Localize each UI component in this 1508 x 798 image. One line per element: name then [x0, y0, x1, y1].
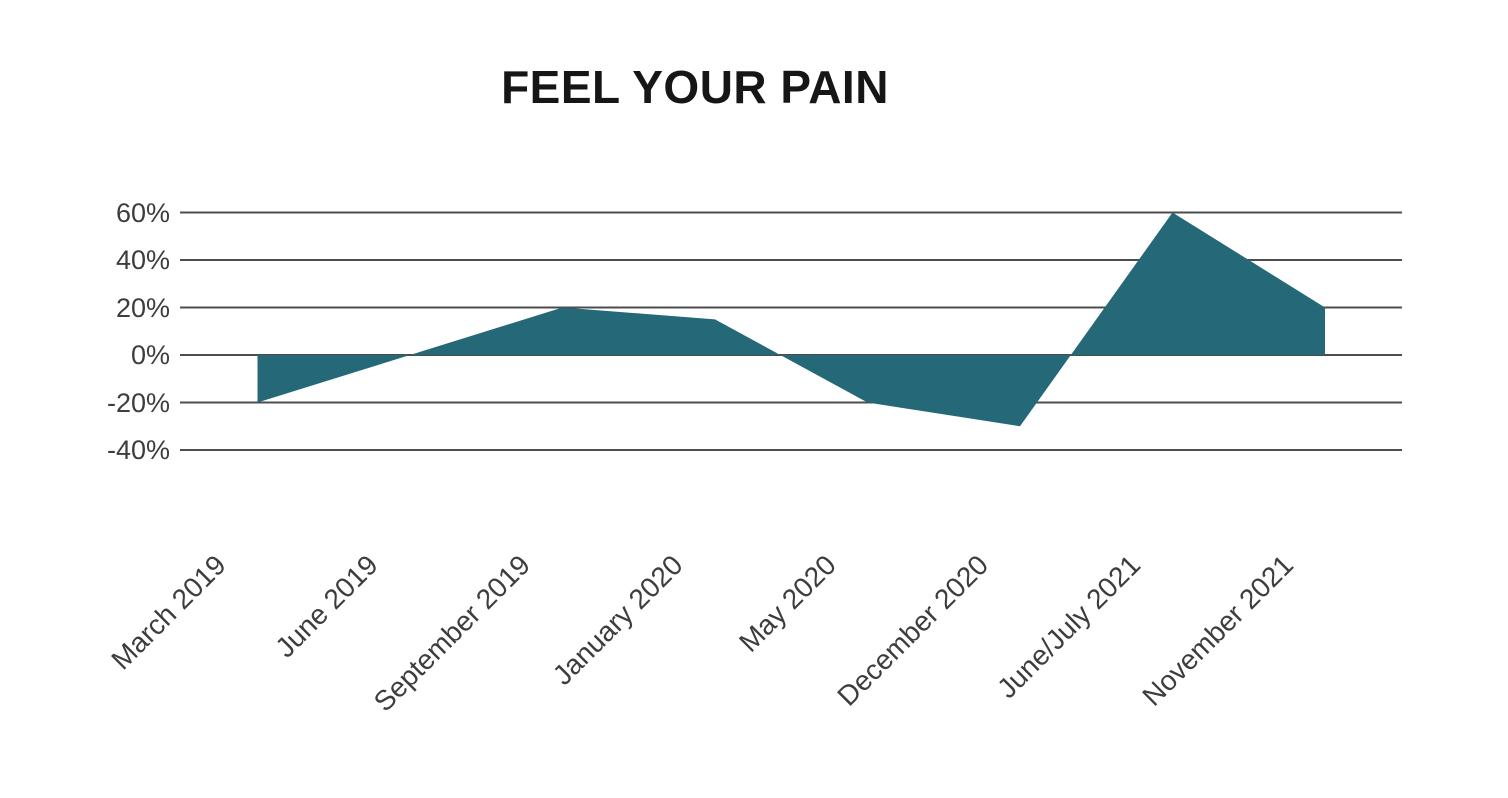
y-tick-label-20%: 20% [115, 292, 170, 323]
y-tick-label-60%: 60% [115, 197, 170, 228]
y-tick-label-40%: 40% [115, 245, 170, 275]
y-tick-label-0%: 0% [130, 340, 170, 370]
y-tick-label--20%: -20% [106, 387, 170, 418]
area-series [257, 212, 1325, 427]
y-tick-label--40%: -40% [106, 435, 170, 465]
chart-title: FEEL YOUR PAIN [501, 61, 889, 113]
